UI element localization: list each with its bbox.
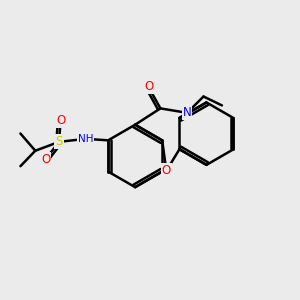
Text: O: O — [162, 164, 171, 177]
Text: N: N — [183, 106, 191, 119]
Text: O: O — [56, 114, 65, 127]
Text: O: O — [41, 153, 50, 166]
Text: S: S — [56, 135, 63, 148]
Text: NH: NH — [78, 134, 94, 144]
Text: O: O — [144, 80, 153, 94]
